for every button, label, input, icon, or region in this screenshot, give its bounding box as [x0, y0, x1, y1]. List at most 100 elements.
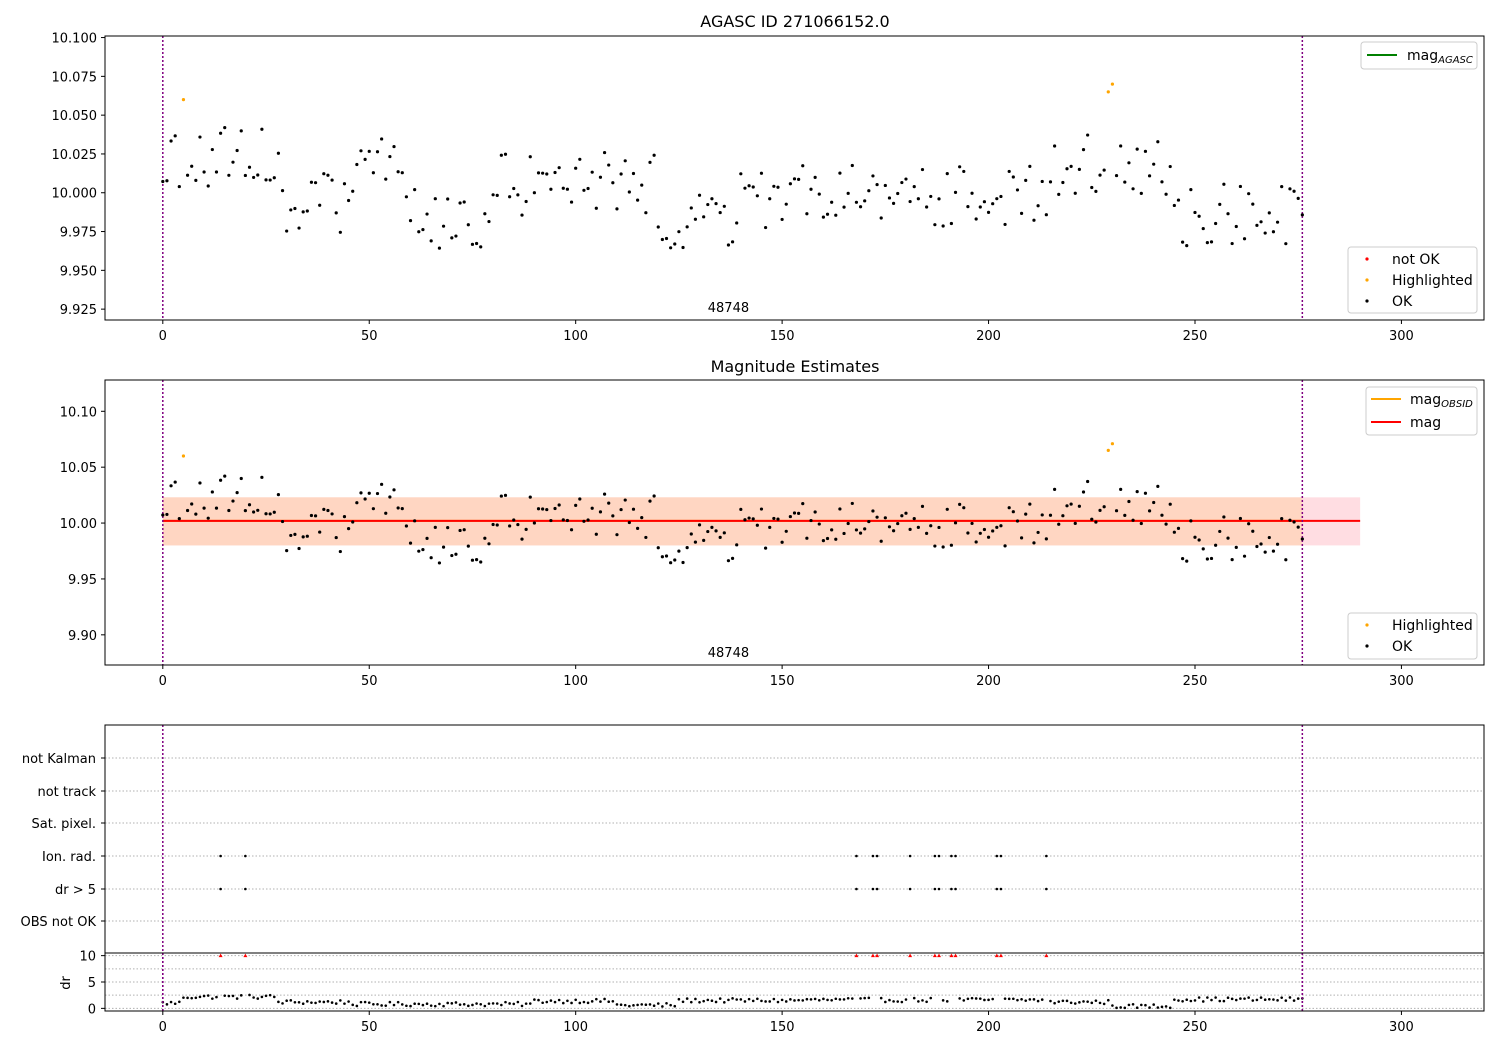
dr-point: [1024, 999, 1028, 1002]
agasc-ok-point: [697, 193, 702, 197]
agasc-ok-point: [260, 127, 264, 131]
agasc-ok-point: [1086, 133, 1090, 137]
agasc-ok-point: [1259, 220, 1263, 224]
estimates-ok-point: [1015, 519, 1020, 523]
estimates-ok-point: [499, 494, 503, 498]
estimates-ok-point: [219, 478, 223, 482]
dr-point: [483, 1004, 487, 1008]
estimates-ok-point: [1143, 491, 1148, 495]
estimates-ok-point: [801, 502, 805, 506]
estimates-ok-point: [1238, 516, 1243, 521]
agasc-xtick-label: 50: [361, 329, 378, 344]
estimates-ok-point: [322, 507, 326, 511]
flag-point: [219, 887, 222, 891]
ok-legend-label: OK: [1392, 294, 1413, 310]
estimates-ok-point: [1267, 535, 1271, 540]
agasc-ok-point: [1048, 180, 1053, 184]
agasc-ok-point: [231, 160, 235, 164]
estimates-ok-point: [1102, 505, 1106, 509]
estimates-ok-point: [660, 555, 664, 559]
agasc-ok-point: [912, 185, 916, 189]
estimates-ok-point: [722, 531, 726, 535]
agasc-ok-point: [264, 178, 268, 182]
dr-point: [978, 997, 982, 1000]
dr-point: [1094, 999, 1098, 1002]
estimates-ok-point: [404, 524, 408, 528]
estimates-ok-point: [508, 524, 512, 528]
agasc-ok-point: [986, 210, 991, 215]
estimates-ok-point: [838, 507, 842, 511]
agasc-ok-point: [268, 178, 272, 182]
dr-point: [991, 997, 994, 1001]
dr-point: [1272, 998, 1275, 1001]
estimates-ok-point: [1090, 517, 1094, 521]
agasc-ok-point: [450, 236, 454, 240]
dr-point: [599, 1000, 602, 1003]
estimates-ok-point: [627, 520, 631, 525]
agasc-ok-point: [966, 204, 970, 209]
agasc-ok-point: [710, 197, 714, 201]
agasc-ok-point: [429, 239, 433, 243]
dr-point: [723, 1001, 726, 1004]
agasc-ok-point: [359, 149, 363, 153]
estimates-ok-point: [161, 513, 165, 517]
dr-point: [661, 1005, 664, 1008]
agasc-ok-point: [801, 164, 805, 168]
estimates-ok-point: [235, 491, 239, 495]
dr-point: [252, 996, 255, 999]
agasc-ok-point: [561, 186, 565, 190]
estimates-ok-point: [1081, 490, 1086, 494]
agasc-ok-point: [792, 177, 797, 181]
agasc-ok-point: [1160, 180, 1164, 184]
estimates-ok-point: [916, 525, 920, 529]
estimates-xtick-label: 250: [1183, 674, 1208, 689]
dr-point: [689, 1000, 693, 1004]
agasc-ok-point: [301, 210, 305, 214]
dr-point: [1288, 996, 1292, 999]
estimates-ok-point: [949, 543, 953, 547]
dr-point: [797, 998, 800, 1002]
estimates-legend-upper: magOBSID mag: [1365, 386, 1478, 436]
dr-point: [400, 1003, 404, 1006]
estimates-ok-point: [1197, 538, 1201, 542]
agasc-ok-point: [458, 201, 462, 205]
agasc-ok-point: [867, 189, 871, 193]
dr-point: [1214, 996, 1217, 999]
agasc-ok-point: [1168, 164, 1172, 169]
dr-point: [450, 1002, 454, 1005]
dr-point: [281, 1002, 284, 1005]
agasc-ok-point: [854, 200, 859, 204]
dr-point: [1296, 997, 1300, 1000]
agasc-ok-point: [949, 221, 953, 226]
agasc-ok-point: [623, 159, 627, 163]
dr-point: [438, 1002, 441, 1006]
estimates-ok-point: [896, 521, 900, 526]
agasc-ok-point: [586, 186, 590, 191]
estimates-ok-point: [380, 482, 384, 486]
estimates-ok-point: [974, 540, 978, 544]
estimates-ok-point: [487, 542, 491, 546]
agasc-ok-point: [962, 169, 966, 174]
agasc-ok-point: [1214, 221, 1218, 226]
estimates-xtick-label: 200: [976, 674, 1001, 689]
dr-point: [475, 1002, 478, 1005]
agasc-ok-point: [1102, 168, 1106, 172]
agasc-ok-point: [1147, 174, 1152, 178]
dr-clipped-marker: [949, 953, 954, 958]
agasc-ok-point: [1007, 169, 1011, 174]
estimates-ok-point: [301, 535, 305, 539]
dr-point: [673, 1004, 677, 1008]
agasc-ok-point: [1197, 214, 1201, 218]
estimates-ok-point: [1164, 522, 1168, 526]
agasc-ytick-label: 10.025: [52, 148, 98, 163]
estimates-ok-point: [1048, 513, 1053, 517]
agasc-ok-point: [652, 153, 656, 157]
dr-clipped-marker: [908, 953, 913, 958]
agasc-ok-point: [483, 212, 487, 216]
dr-ytick-label: 0: [88, 1002, 96, 1017]
estimates-ok-point: [1053, 487, 1057, 492]
estimates-ok-point: [1300, 537, 1304, 541]
dr-point: [888, 998, 891, 1002]
agasc-ok-point: [1131, 187, 1135, 191]
estimates-ytick-label: 10.10: [60, 405, 97, 420]
